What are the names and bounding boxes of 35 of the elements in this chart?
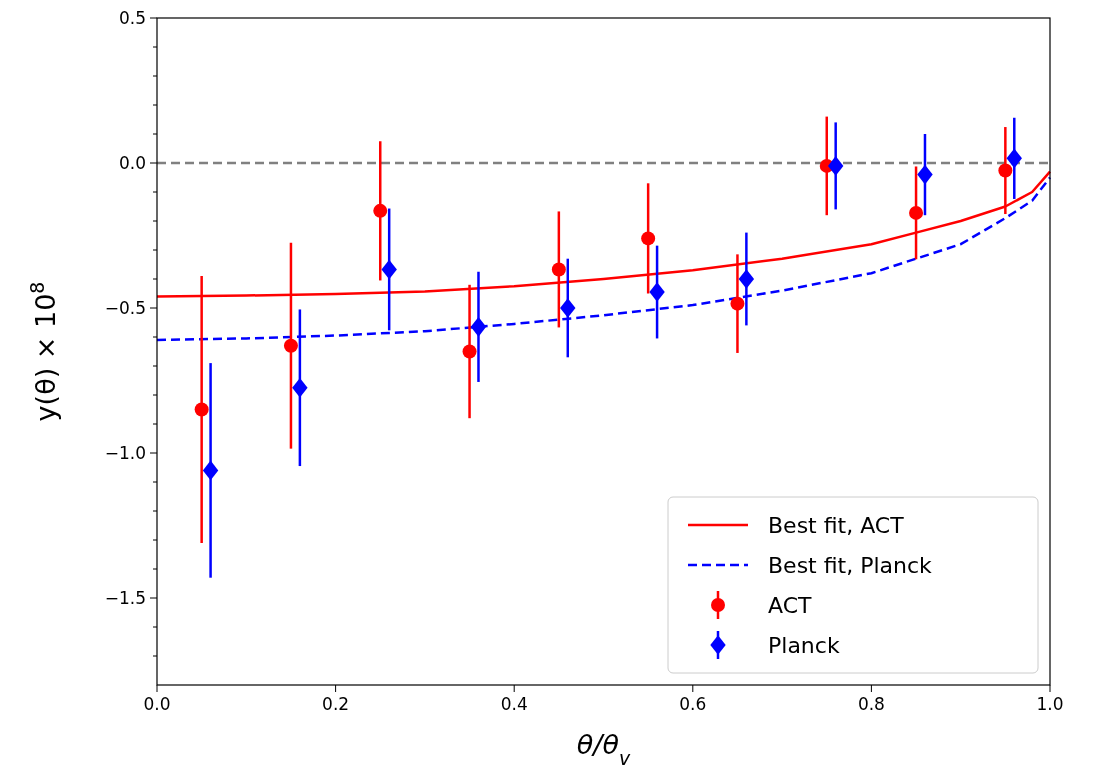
legend-label: Best fit, ACT [768, 512, 905, 538]
x-tick-label: 0.2 [322, 694, 350, 714]
point [998, 163, 1013, 178]
x-tick-label: 1.0 [1036, 694, 1064, 714]
point [283, 338, 298, 353]
legend-label: Planck [768, 632, 840, 658]
point [462, 344, 477, 359]
point [373, 203, 388, 218]
point [560, 298, 576, 318]
point [292, 377, 308, 398]
legend-label: Best fit, Planck [768, 552, 933, 578]
point [917, 164, 933, 185]
x-tick-label: 0.4 [500, 694, 528, 714]
point [381, 259, 397, 280]
point [202, 460, 219, 481]
x-tick-label: 0.0 [143, 694, 171, 714]
x-axis-title: θ/θ$_{v}$ [576, 729, 631, 769]
x-tick-label: 0.6 [679, 694, 707, 714]
point [909, 205, 924, 220]
legend-label: ACT [768, 592, 813, 618]
point [194, 402, 209, 417]
point [730, 296, 745, 311]
point [470, 317, 487, 337]
x-tick-label: 0.8 [857, 694, 885, 714]
point [1006, 148, 1022, 169]
y-tick-label: −1.0 [104, 442, 146, 463]
point [641, 231, 656, 246]
point [827, 156, 844, 176]
point [551, 262, 566, 277]
y-tick-label: −0.5 [104, 297, 146, 318]
y-tick-label: 0.5 [118, 7, 146, 28]
y-tick-label: −1.5 [104, 587, 146, 608]
y-tick-label: 0.0 [118, 152, 146, 173]
point [649, 282, 665, 302]
point [738, 269, 755, 289]
